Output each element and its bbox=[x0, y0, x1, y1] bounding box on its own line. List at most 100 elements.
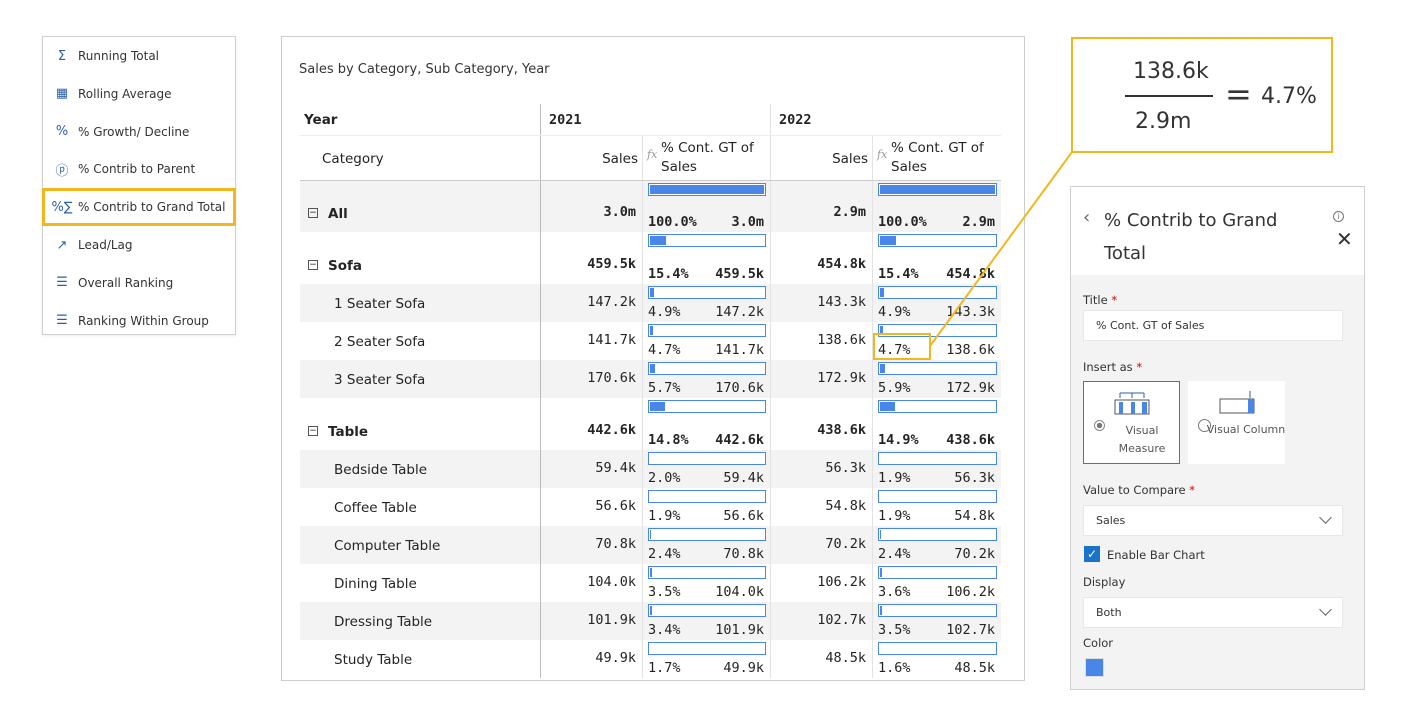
category-header-label: Category bbox=[322, 151, 384, 167]
contrib-sales-value: 54.8k bbox=[954, 508, 995, 524]
category-cell[interactable]: 3 Seater Sofa bbox=[300, 360, 541, 398]
contrib-bar bbox=[878, 452, 997, 465]
value-to-compare-dropdown[interactable]: Sales bbox=[1083, 505, 1343, 536]
contrib-cell: 4.7% 141.7k bbox=[643, 322, 771, 360]
category-cell[interactable]: Bedside Table bbox=[300, 450, 541, 488]
menu-item-contrib-to-grand-total[interactable]: %∑ % Contrib to Grand Total bbox=[42, 188, 236, 227]
ranking-group-icon: ☰ bbox=[56, 313, 68, 329]
category-cell[interactable]: Dressing Table bbox=[300, 602, 541, 640]
contrib-cell: 2.0% 59.4k bbox=[643, 450, 771, 488]
formula-denominator: 2.9m bbox=[1135, 109, 1192, 134]
info-icon[interactable]: i bbox=[1333, 211, 1344, 222]
sales-header-2022[interactable]: Sales bbox=[771, 136, 873, 180]
sales-value: 104.0k bbox=[587, 574, 636, 590]
collapse-icon[interactable]: − bbox=[308, 426, 318, 436]
contrib-cell: 14.8% 442.6k bbox=[643, 398, 771, 450]
contrib-bar bbox=[878, 566, 997, 579]
contrib-bar bbox=[878, 604, 997, 617]
color-swatch[interactable] bbox=[1085, 658, 1104, 677]
visual-measure-icon bbox=[1114, 392, 1149, 415]
year-2021-header[interactable]: 2021 bbox=[541, 104, 771, 135]
back-icon[interactable]: ‹ bbox=[1083, 207, 1091, 228]
formula-result: 4.7% bbox=[1261, 84, 1317, 109]
contrib-sales-value: 2.9m bbox=[962, 214, 995, 230]
sales-cell: 49.9k bbox=[541, 640, 643, 678]
measure-header-2021[interactable]: fx% Cont. GT of Sales bbox=[643, 136, 771, 180]
category-label: Bedside Table bbox=[334, 462, 427, 478]
contrib-sales-value: 48.5k bbox=[954, 660, 995, 676]
table-row: 1 Seater Sofa 147.2k 4.9% 147.2k 143.3k 4.9% 1… bbox=[300, 284, 1001, 322]
contrib-percent: 4.7% bbox=[648, 342, 681, 358]
measure-header-2022[interactable]: fx% Cont. GT of Sales bbox=[873, 136, 1001, 180]
menu-item-ranking-within-group[interactable]: ☰ Ranking Within Group bbox=[43, 303, 235, 339]
sales-cell: 143.3k bbox=[771, 284, 873, 322]
equals-sign: = bbox=[1225, 75, 1252, 113]
category-header[interactable]: Category bbox=[300, 136, 541, 180]
category-cell[interactable]: − Sofa bbox=[300, 232, 541, 284]
menu-item-growth-decline[interactable]: % % Growth/ Decline bbox=[43, 114, 235, 150]
collapse-icon[interactable]: − bbox=[308, 208, 318, 218]
contrib-bar-fill bbox=[879, 184, 996, 195]
running-total-icon: Σ bbox=[57, 48, 67, 64]
enable-bar-chart-label: Enable Bar Chart bbox=[1107, 548, 1205, 562]
contrib-bar-fill bbox=[649, 453, 652, 464]
category-cell[interactable]: Dining Table bbox=[300, 564, 541, 602]
sales-value: 2.9m bbox=[833, 204, 866, 220]
highlighted-cell bbox=[873, 333, 931, 360]
title-input[interactable]: % Cont. GT of Sales bbox=[1083, 310, 1343, 341]
contrib-sales-value: 172.9k bbox=[946, 380, 995, 396]
display-dropdown[interactable]: Both bbox=[1083, 597, 1343, 628]
category-cell[interactable]: − Table bbox=[300, 398, 541, 450]
contrib-bar bbox=[878, 642, 997, 655]
collapse-icon[interactable]: − bbox=[308, 260, 318, 270]
category-cell[interactable]: − All bbox=[300, 181, 541, 232]
contrib-cell: 1.9% 54.8k bbox=[873, 488, 1001, 526]
sales-value: 143.3k bbox=[817, 294, 866, 310]
chevron-down-icon bbox=[1319, 603, 1332, 616]
radio-selected[interactable] bbox=[1094, 420, 1105, 431]
sales-cell: 70.8k bbox=[541, 526, 643, 564]
contrib-sales-value: 138.6k bbox=[946, 342, 995, 358]
menu-item-label: Ranking Within Group bbox=[78, 313, 209, 328]
year-2022-header[interactable]: 2022 bbox=[771, 104, 1001, 135]
contrib-percent: 5.9% bbox=[878, 380, 911, 396]
menu-item-contrib-to-parent[interactable]: ⓟ % Contrib to Parent bbox=[43, 151, 235, 187]
display-label: Display bbox=[1083, 575, 1126, 589]
sales-header-2021[interactable]: Sales bbox=[541, 136, 643, 180]
year-label: 2022 bbox=[779, 112, 812, 128]
menu-item-lead-lag[interactable]: ↗ Lead/Lag bbox=[43, 227, 235, 263]
close-icon[interactable]: ✕ bbox=[1336, 227, 1353, 251]
category-cell[interactable]: Study Table bbox=[300, 640, 541, 678]
contrib-sales-value: 56.3k bbox=[954, 470, 995, 486]
contrib-bar bbox=[648, 528, 766, 541]
category-cell[interactable]: Computer Table bbox=[300, 526, 541, 564]
menu-item-rolling-average[interactable]: ▦ Rolling Average bbox=[43, 76, 235, 112]
year-header-row: Year 2021 2022 bbox=[300, 104, 1001, 136]
category-cell[interactable]: Coffee Table bbox=[300, 488, 541, 526]
category-label: Sofa bbox=[328, 258, 362, 274]
contrib-bar-fill bbox=[649, 567, 654, 578]
dropdown-value: Sales bbox=[1096, 514, 1126, 527]
category-cell[interactable]: 2 Seater Sofa bbox=[300, 322, 541, 360]
radio-unselected[interactable] bbox=[1198, 419, 1211, 432]
visual-column-option[interactable]: Visual Column bbox=[1188, 381, 1285, 464]
visual-column-icon bbox=[1219, 391, 1254, 414]
category-cell[interactable]: 1 Seater Sofa bbox=[300, 284, 541, 322]
insert-as-label: Insert as bbox=[1083, 360, 1133, 374]
category-label: Dining Table bbox=[334, 576, 417, 592]
sales-cell: 438.6k bbox=[771, 398, 873, 450]
table-row: 3 Seater Sofa 170.6k 5.7% 170.6k 172.9k 5.9% 1… bbox=[300, 360, 1001, 398]
contrib-cell: 5.7% 170.6k bbox=[643, 360, 771, 398]
required-marker: * bbox=[1136, 360, 1143, 374]
enable-bar-chart-checkbox[interactable]: ✓ bbox=[1084, 546, 1100, 562]
visual-measure-option[interactable]: Visual Measure bbox=[1083, 381, 1180, 464]
sales-cell: 48.5k bbox=[771, 640, 873, 678]
sales-value: 138.6k bbox=[817, 332, 866, 348]
menu-item-running-total[interactable]: Σ Running Total bbox=[43, 38, 235, 74]
menu-item-overall-ranking[interactable]: ☰ Overall Ranking bbox=[43, 265, 235, 301]
contrib-bar bbox=[648, 183, 766, 196]
contrib-percent: 4.9% bbox=[648, 304, 681, 320]
title-label: Title bbox=[1083, 293, 1108, 307]
contrib-cell: 3.5% 102.7k bbox=[873, 602, 1001, 640]
visual-column-label: Visual Column bbox=[1206, 423, 1286, 436]
